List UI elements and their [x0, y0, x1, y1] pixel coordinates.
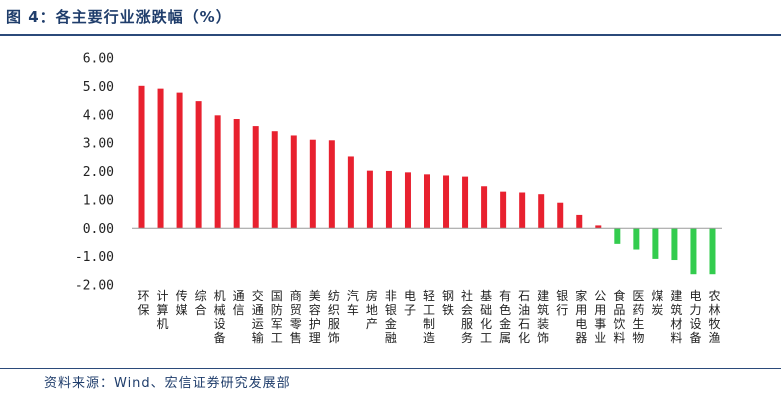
- x-category-label: 社会服务: [461, 288, 473, 345]
- x-category-label: 综合: [195, 289, 207, 317]
- y-tick-label: -2.00: [75, 279, 114, 294]
- bar: [519, 192, 526, 229]
- x-category-label: 电力设备: [689, 289, 701, 345]
- bar: [252, 126, 259, 229]
- bar: [671, 228, 678, 261]
- bar: [309, 139, 316, 229]
- x-category-label: 非银金融: [385, 289, 397, 345]
- bar: [347, 156, 354, 229]
- bar: [690, 228, 697, 275]
- bar: [633, 228, 640, 250]
- x-category-label: 通信: [233, 289, 245, 317]
- bar: [595, 225, 602, 229]
- x-category-label: 汽车: [347, 288, 359, 317]
- x-category-label: 电子: [404, 289, 416, 317]
- x-category-label: 建筑材料: [670, 289, 682, 345]
- x-category-label: 基础化工: [480, 289, 492, 345]
- bar: [271, 131, 278, 229]
- bar: [404, 172, 411, 229]
- y-tick-label: 0.00: [83, 222, 114, 237]
- x-category-label: 建筑装饰: [537, 289, 549, 345]
- bar: [538, 194, 545, 229]
- bar: [290, 135, 297, 229]
- x-category-label: 医药生物: [632, 289, 644, 345]
- bar: [195, 101, 202, 229]
- bar: [157, 88, 164, 229]
- bar: [462, 176, 469, 229]
- bar: [138, 85, 145, 229]
- y-tick-label: -1.00: [75, 250, 114, 265]
- bar: [214, 115, 221, 229]
- bar: [385, 170, 392, 229]
- x-category-label: 计算机: [157, 289, 169, 331]
- x-category-label: 纺织服饰: [328, 289, 340, 345]
- y-tick-label: 3.00: [83, 137, 114, 152]
- x-category-label: 有色金属: [499, 289, 511, 345]
- source-divider: [0, 368, 781, 369]
- bar: [176, 92, 183, 229]
- source-note: 资料来源：Wind、宏信证券研究发展部: [44, 376, 291, 391]
- x-category-label: 农林牧渔: [708, 289, 720, 345]
- x-category-label: 交通运输: [252, 288, 264, 345]
- bar: [481, 186, 488, 229]
- x-category-label: 机械设备: [214, 289, 226, 345]
- y-tick-label: 6.00: [83, 52, 114, 67]
- x-category-label: 银行: [556, 289, 568, 317]
- x-category-label: 环保: [138, 289, 150, 317]
- bar: [443, 175, 450, 229]
- x-category-label: 传媒: [176, 288, 188, 317]
- y-tick-label: 2.00: [83, 165, 114, 180]
- x-category-label: 轻工制造: [423, 289, 435, 345]
- bar: [500, 191, 507, 229]
- bar: [709, 228, 716, 275]
- x-category-label: 食品饮料: [613, 288, 625, 345]
- bar: [652, 228, 659, 259]
- bar-series: [138, 85, 716, 275]
- bar: [366, 170, 373, 229]
- y-tick-label: 4.00: [83, 108, 114, 123]
- x-category-label: 煤炭: [651, 289, 663, 317]
- x-category-label: 家用电器: [575, 288, 587, 345]
- x-category-label: 公用事业: [594, 289, 606, 345]
- x-axis-labels: 环保计算机传媒综合机械设备通信交通运输国防军工商贸零售美容护理纺织服饰汽车房地产…: [138, 288, 721, 345]
- x-category-label: 商贸零售: [290, 288, 302, 345]
- x-category-label: 美容护理: [309, 289, 321, 345]
- x-category-label: 钢铁: [442, 289, 454, 317]
- bar: [233, 119, 240, 229]
- x-category-label: 房地产: [366, 288, 378, 331]
- y-axis: 6.00 5.00 4.00 3.00 2.00 1.00 0.00 -1.00 -2.00: [75, 52, 114, 294]
- y-tick-label: 1.00: [83, 193, 114, 208]
- x-category-label: 石油石化: [518, 289, 530, 345]
- bar: [557, 202, 564, 229]
- title-divider: [0, 34, 781, 36]
- bar: [614, 228, 621, 244]
- x-category-label: 国防军工: [271, 289, 283, 345]
- y-tick-label: 5.00: [83, 80, 114, 95]
- figure-title: 图 4：各主要行业涨跌幅（%）: [6, 8, 232, 26]
- bar: [328, 140, 335, 229]
- bar: [424, 174, 430, 229]
- bar: [576, 214, 583, 229]
